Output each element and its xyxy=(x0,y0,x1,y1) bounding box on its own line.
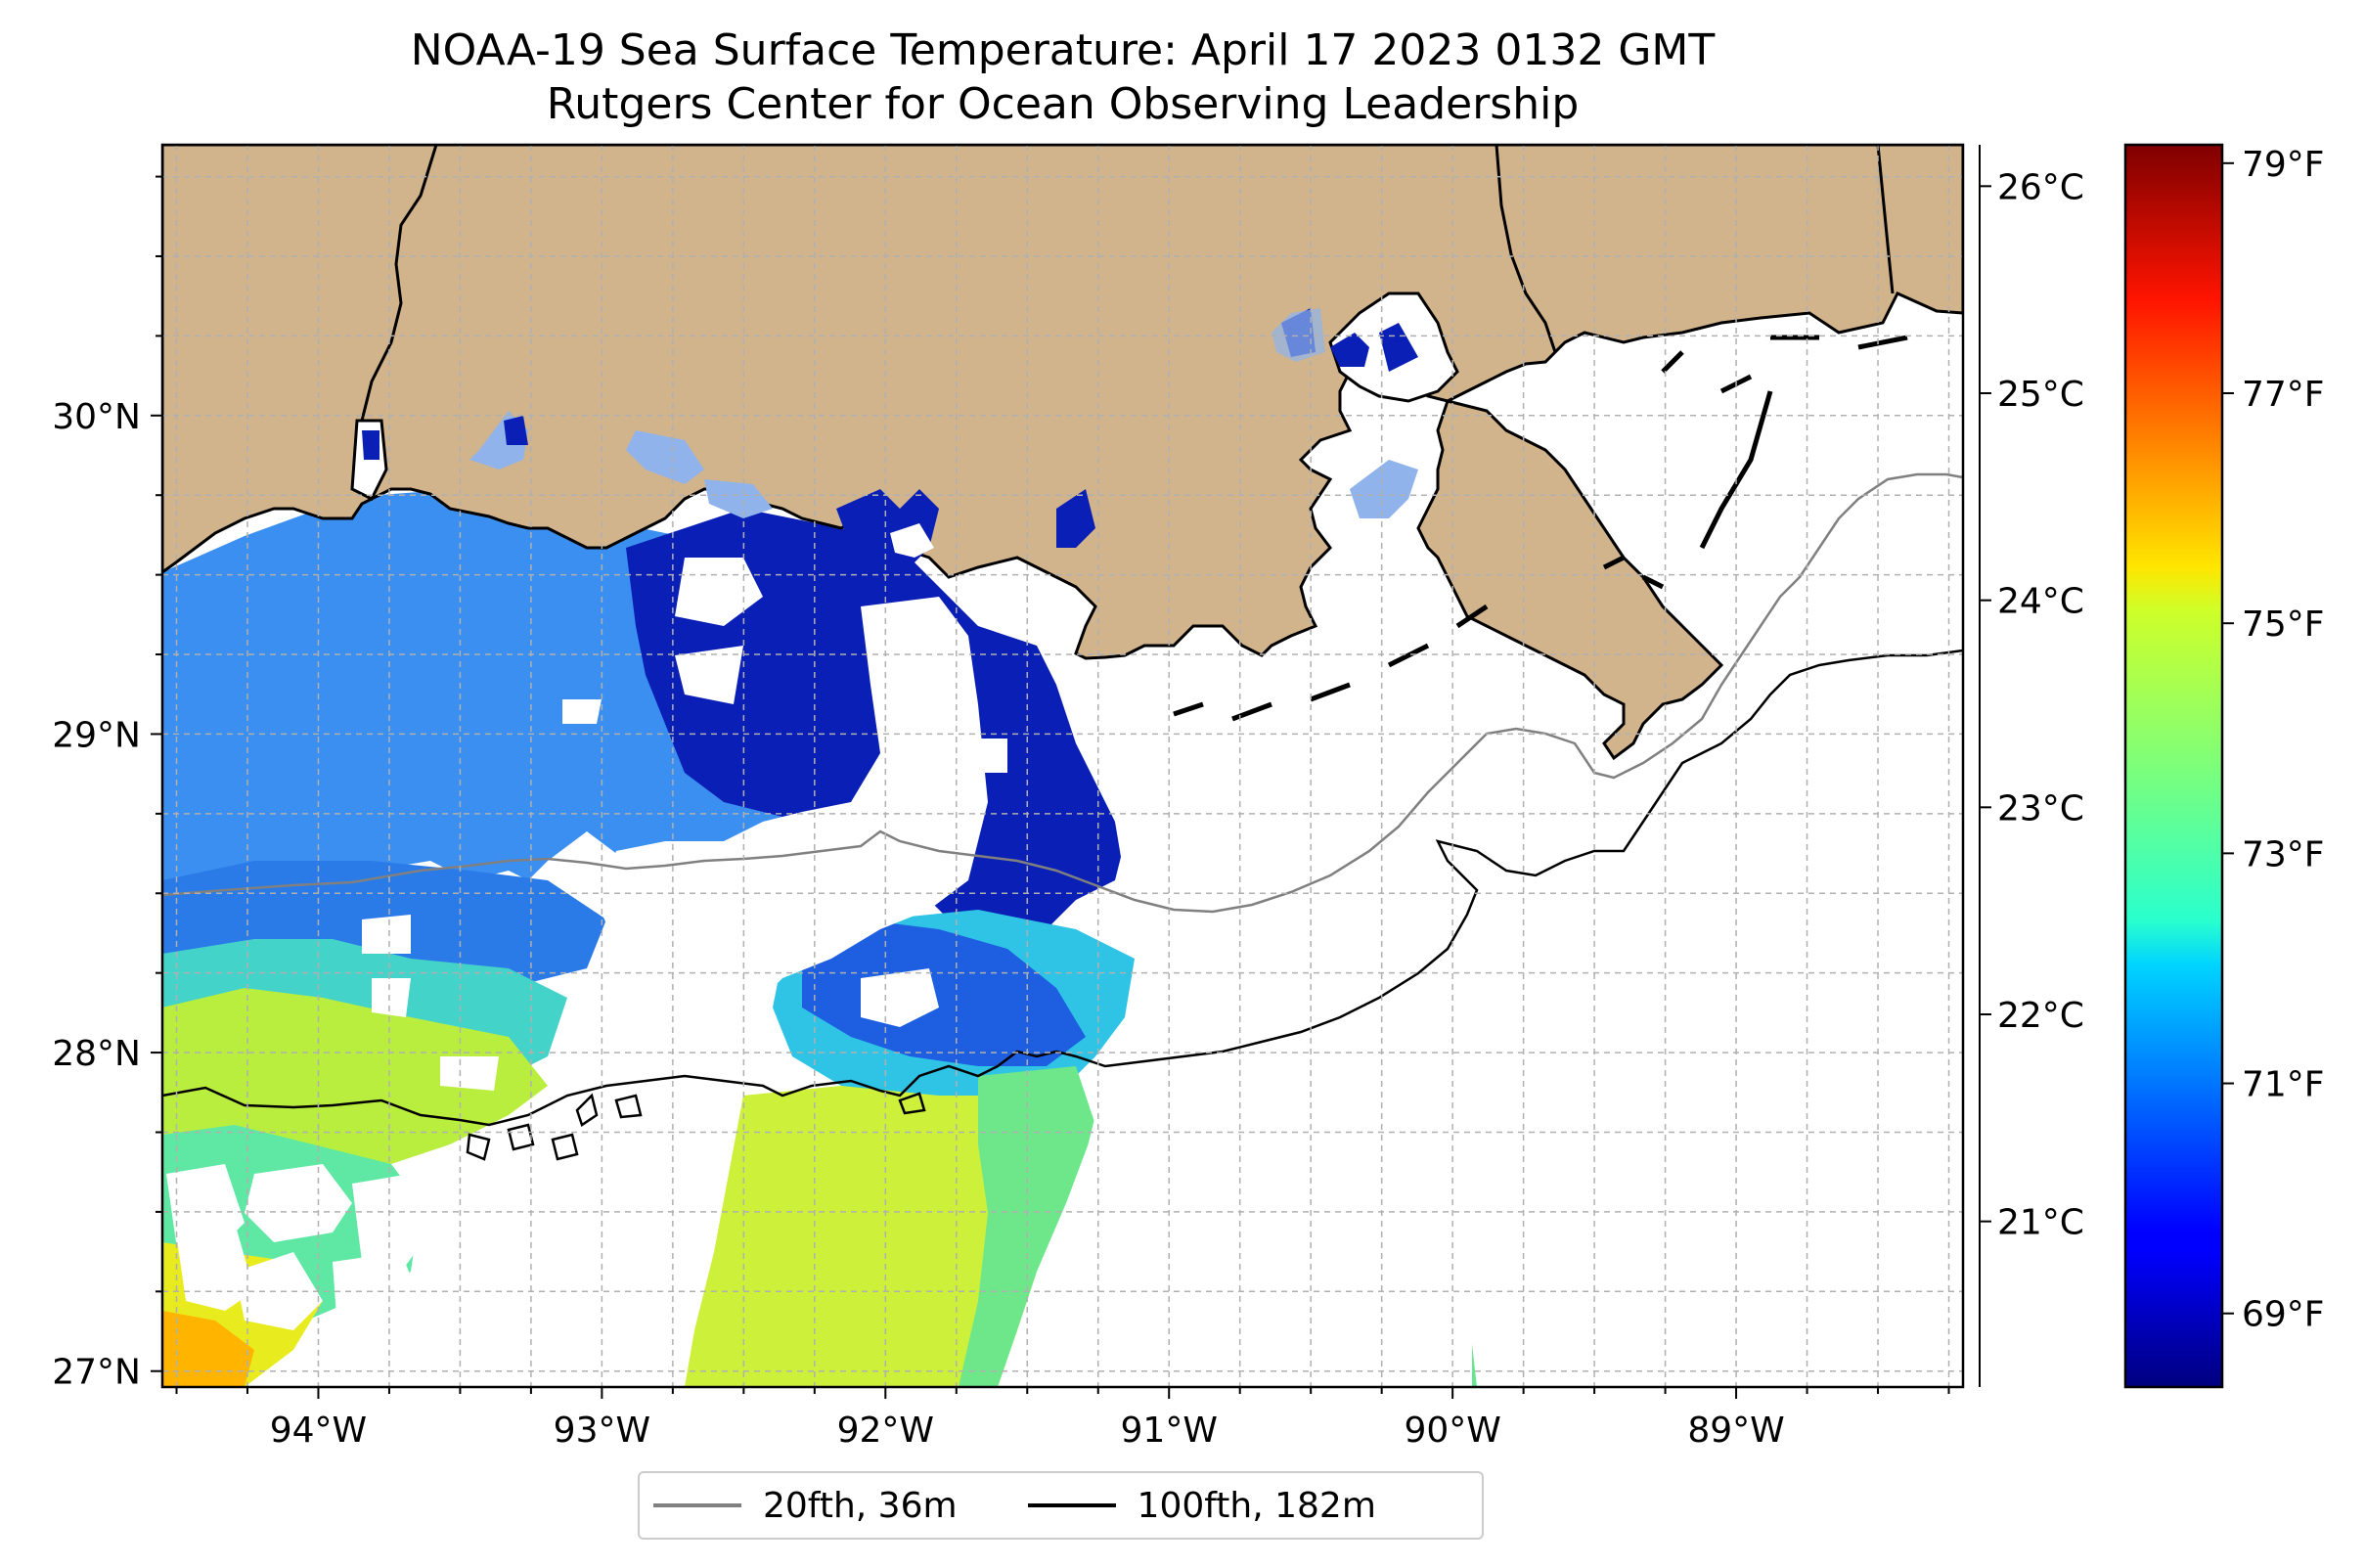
fahrenheit-tick-label: 73°F xyxy=(2242,834,2325,874)
land-louisiana xyxy=(162,145,1963,660)
lat-tick-label: 27°N xyxy=(52,1353,141,1393)
fahrenheit-tick-label: 79°F xyxy=(2242,145,2325,185)
calcasieu-lake-sst xyxy=(362,430,379,460)
inland-lake-sst-2 xyxy=(504,416,528,445)
legend-item-100fth: 100fth, 182m xyxy=(1014,1486,1376,1526)
celsius-tick-label: 22°C xyxy=(1997,996,2084,1036)
gridlines xyxy=(162,145,1963,1387)
lon-tick-label: 90°W xyxy=(1404,1411,1500,1451)
map-frame xyxy=(160,143,1965,1389)
legend-item-20fth: 20fth, 36m xyxy=(640,1486,958,1526)
lon-tick-label: 94°W xyxy=(270,1411,367,1451)
map-ticks: 94°W 93°W 92°W 91°W 90°W 89°W 30°N 29°N 28°N 27°N xyxy=(52,175,1950,1451)
celsius-tick-label: 23°C xyxy=(1997,788,2084,829)
fahrenheit-tick-label: 75°F xyxy=(2242,605,2325,645)
celsius-tick-label: 21°C xyxy=(1997,1203,2084,1243)
sst-orange-southwest xyxy=(162,1311,254,1387)
inland-lake-sst-3 xyxy=(626,430,704,484)
isobath-100fth xyxy=(162,649,1963,1127)
lat-tick-label: 29°N xyxy=(52,715,141,755)
fahrenheit-tick-label: 69°F xyxy=(2242,1295,2325,1335)
legend-line-20fth xyxy=(653,1503,741,1507)
isobath-20fth xyxy=(162,472,1963,914)
land-mississippi-delta xyxy=(1416,399,1724,761)
lon-tick-label: 93°W xyxy=(554,1411,650,1451)
legend-label-20fth: 20fth, 36m xyxy=(763,1485,958,1526)
title-line-1: NOAA-19 Sea Surface Temperature: April 1… xyxy=(410,25,1716,75)
colorbar: 26°C 25°C 24°C 23°C 22°C 21°C 79°F 77°F 75°F 73°F… xyxy=(1979,143,2325,1389)
legend-label-100fth: 100fth, 182m xyxy=(1137,1485,1376,1526)
lat-tick-label: 28°N xyxy=(52,1034,141,1074)
inland-lake-sst-4 xyxy=(704,479,773,518)
lon-tick-label: 89°W xyxy=(1687,1411,1784,1451)
colorbar-ticks: 26°C 25°C 24°C 23°C 22°C 21°C 79°F 77°F 75°F 73°F… xyxy=(1980,145,2325,1335)
vermilion-bay xyxy=(1056,489,1095,548)
inland-lake-sst-7 xyxy=(1272,308,1325,362)
atchafalaya-bay-white xyxy=(890,523,934,558)
lon-tick-label: 92°W xyxy=(837,1411,934,1451)
celsius-tick-label: 24°C xyxy=(1997,582,2084,622)
lat-tick-label: 30°N xyxy=(52,397,141,437)
fahrenheit-tick-label: 77°F xyxy=(2242,375,2325,415)
lon-tick-label: 91°W xyxy=(1121,1411,1218,1451)
flower-garden-banks xyxy=(466,1092,926,1161)
chart-title: NOAA-19 Sea Surface Temperature: April 1… xyxy=(162,23,1963,131)
legend-line-100fth xyxy=(1027,1503,1116,1507)
title-line-2: Rutgers Center for Ocean Observing Leade… xyxy=(546,79,1580,129)
lake-pontchartrain-sst xyxy=(1330,323,1418,372)
state-border xyxy=(360,145,1895,422)
legend: 20fth, 36m 100fth, 182m xyxy=(638,1471,1484,1540)
inland-lake-sst-5 xyxy=(1350,460,1418,518)
sst-blue-central-south xyxy=(802,919,1086,1066)
celsius-tick-label: 26°C xyxy=(1997,167,2084,207)
cloud-masks xyxy=(166,558,1963,1387)
sst-darkblue-central xyxy=(626,509,1125,949)
colorbar-gradient xyxy=(2123,143,2224,1389)
celsius-tick-label: 25°C xyxy=(1997,375,2084,415)
fahrenheit-tick-label: 71°F xyxy=(2242,1065,2325,1105)
